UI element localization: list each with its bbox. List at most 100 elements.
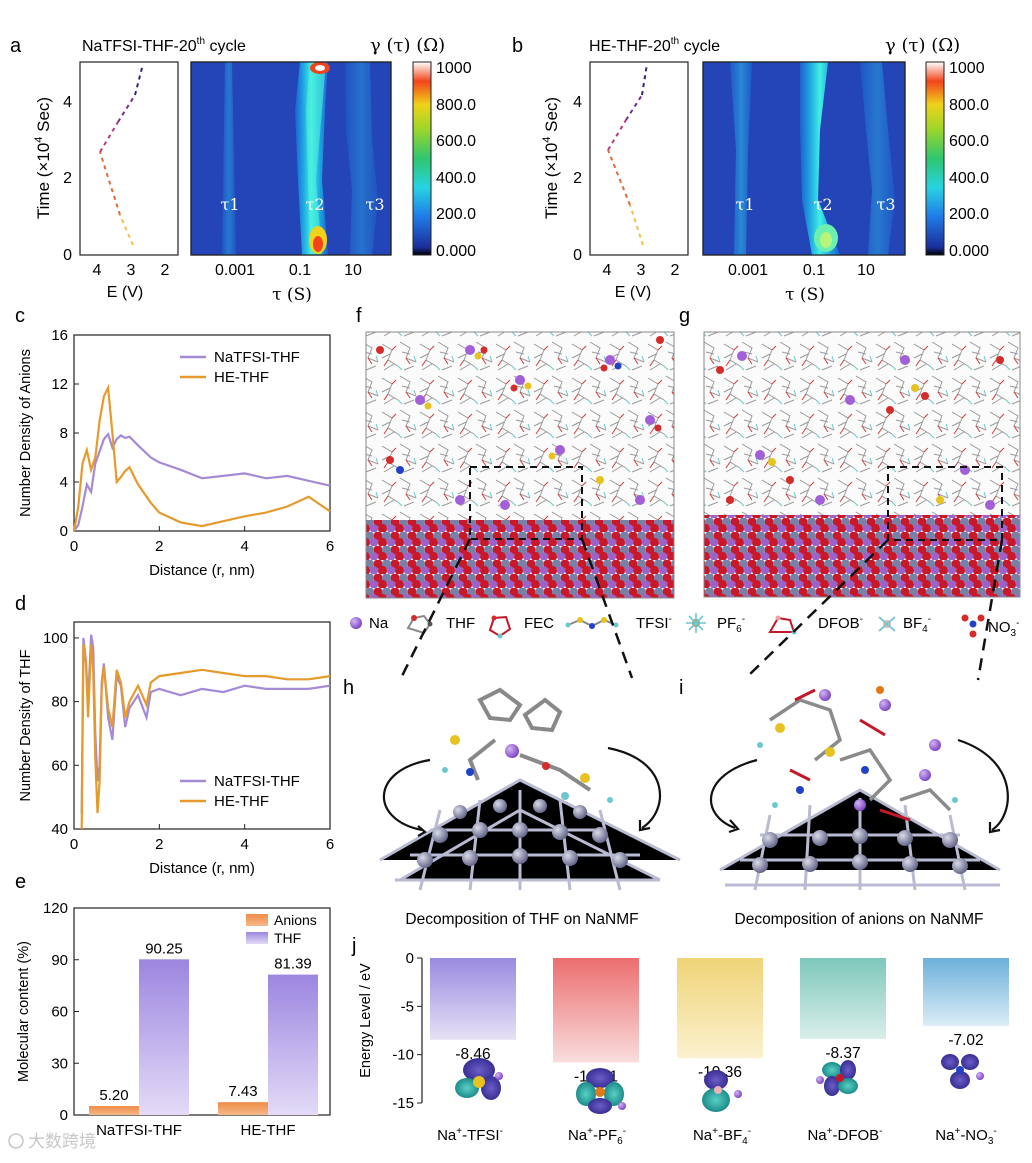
panel-d-letter: d (15, 593, 26, 615)
bar-value-label: 5.20 (99, 1087, 128, 1104)
x-tick-label: 0 (70, 538, 78, 555)
panel-a-tau-xlabel: τ (S) (272, 285, 312, 305)
legend-na: Na (369, 615, 389, 632)
panel-a-voltage-curve (99, 63, 144, 246)
panel-a-gamma-label: γ (τ) (Ω) (370, 35, 445, 56)
panel-h-decomposition-scene (379, 687, 681, 891)
orbital-isosurface (576, 1068, 626, 1114)
orbital-isosurface (941, 1054, 984, 1089)
panel-a-tau-xticks: 0.001 0.1 10 (215, 262, 362, 279)
dfob-molecule-icon (768, 615, 797, 635)
tick-label: 200.0 (436, 206, 476, 223)
panel-b-drt-map: τ1 τ2 τ3 (702, 61, 906, 256)
y-tick-label: 12 (51, 376, 68, 393)
peak-label: τ2 (305, 195, 324, 214)
tick-label: 800.0 (949, 97, 989, 114)
panel-b-e-xticks: 4 3 2 (603, 262, 680, 279)
y-tick-label: 60 (51, 1004, 68, 1021)
panel-j-letter: j (351, 935, 356, 957)
panel-e-letter: e (15, 871, 26, 893)
panel-a-colorbar-ticks: 1000 800.0 600.0 400.0 200.0 0.000 (436, 60, 476, 260)
y-tick-label: 60 (51, 757, 68, 774)
thf-molecule-icon (406, 614, 433, 635)
panel-b: b HE-THF-20th cycle γ (τ) (Ω) Time (×104… (512, 35, 989, 305)
panel-i-decomposition-scene (709, 686, 1009, 891)
y-tick-label: -15 (392, 1095, 414, 1112)
tick-label: 0.1 (803, 262, 825, 279)
tick-label: 800.0 (436, 97, 476, 114)
tick-label: 4 (603, 262, 612, 279)
tick-label: 0.000 (436, 243, 476, 260)
x-tick-label: 4 (240, 538, 248, 555)
tick-label: 0 (63, 247, 72, 264)
bar-4 (923, 958, 1009, 1026)
y-tick-label: 4 (60, 474, 68, 491)
tick-label: 3 (127, 262, 136, 279)
category-label: Na+-TFSI- (437, 1126, 503, 1144)
panel-a-drt-map: τ1 τ2 τ3 (190, 61, 392, 256)
panel-a-voltage-axes (79, 61, 179, 256)
panel-a-e-xticks: 4 3 2 (93, 262, 170, 279)
panel-a-colorbar (412, 61, 432, 256)
no3-molecule-icon (961, 614, 985, 638)
bar-value-label: -7.02 (948, 1032, 983, 1049)
panel-i-letter: i (679, 677, 683, 699)
panel-b-letter: b (512, 35, 523, 57)
legend-no3: NO3- (988, 618, 1019, 639)
tick-label: 0.1 (289, 262, 311, 279)
y-tick-label: 90 (51, 952, 68, 969)
panel-j-category-labels: Na+-TFSI- Na+-PF6- Na+-BF4- Na+-DFOB- Na… (437, 1126, 997, 1147)
tick-label: 10 (857, 262, 875, 279)
bar-1 (553, 958, 639, 1063)
watermark: 大数跨境 (8, 1132, 96, 1151)
panel-b-gamma-label: γ (τ) (Ω) (885, 35, 960, 56)
peak-label: τ2 (813, 195, 832, 214)
panel-a-letter: a (10, 35, 22, 57)
tick-label: 0 (573, 247, 582, 264)
species-legend: Na THF FEC TFSI- PF6- DFOB- (350, 613, 1019, 639)
y-axis-label: Energy Level / eV (358, 963, 374, 1078)
x-tick-label: 2 (155, 836, 163, 853)
fec-molecule-icon (488, 615, 512, 639)
pf6-molecule-icon (686, 613, 706, 633)
bf4-molecule-icon (878, 616, 896, 632)
panel-f-letter: f (356, 305, 362, 327)
legend-label: HE-THF (214, 793, 269, 810)
tick-label: 2 (161, 262, 170, 279)
panel-b-voltage-curve (607, 63, 648, 246)
panel-g-md-snapshot (703, 331, 1021, 598)
panel-j-orbitals (455, 1054, 984, 1114)
panel-a-e-xlabel: E (V) (107, 284, 143, 301)
tick-label: 2 (573, 170, 582, 187)
zoom-lines (400, 538, 1004, 681)
panel-b-tau-xlabel: τ (S) (785, 285, 825, 305)
tick-label: 0.001 (215, 262, 255, 279)
series-line-he-thf (80, 644, 331, 830)
legend-pf6: PF6- (717, 614, 745, 635)
tick-label: 3 (637, 262, 646, 279)
panel-b-ylabel: Time (×104 Sec) (541, 97, 561, 219)
panel-a-title: NaTFSI-THF-20th cycle (82, 36, 246, 55)
tick-label: 1000 (949, 60, 985, 77)
y-axis-label: Molecular content (%) (16, 941, 32, 1082)
panel-e-chart: 0 30 60 90 120 Molecular content (%) 5.20 90.25… (16, 900, 331, 1139)
category-label: Na+-BF4- (693, 1126, 751, 1147)
watermark-text: 大数跨境 (28, 1132, 96, 1151)
panel-h-caption: Decomposition of THF on NaNMF (405, 911, 638, 928)
solvated-ions (376, 336, 664, 510)
legend-label: NaTFSI-THF (214, 349, 300, 366)
panel-f-md-snapshot (365, 331, 675, 599)
bar-value-label: -8.37 (825, 1045, 860, 1062)
category-label: Na+-DFOB- (807, 1126, 882, 1144)
y-tick-label: 40 (51, 821, 68, 838)
y-tick-label: 30 (51, 1055, 68, 1072)
legend-label: NaTFSI-THF (214, 773, 300, 790)
bar-anions (89, 1106, 139, 1115)
legend-swatch (246, 914, 268, 926)
bar-3 (800, 958, 886, 1039)
legend-thf: THF (446, 615, 475, 632)
legend-label: THF (274, 930, 301, 946)
panel-h-letter: h (343, 677, 354, 699)
category-label: Na+-PF6- (568, 1126, 626, 1147)
